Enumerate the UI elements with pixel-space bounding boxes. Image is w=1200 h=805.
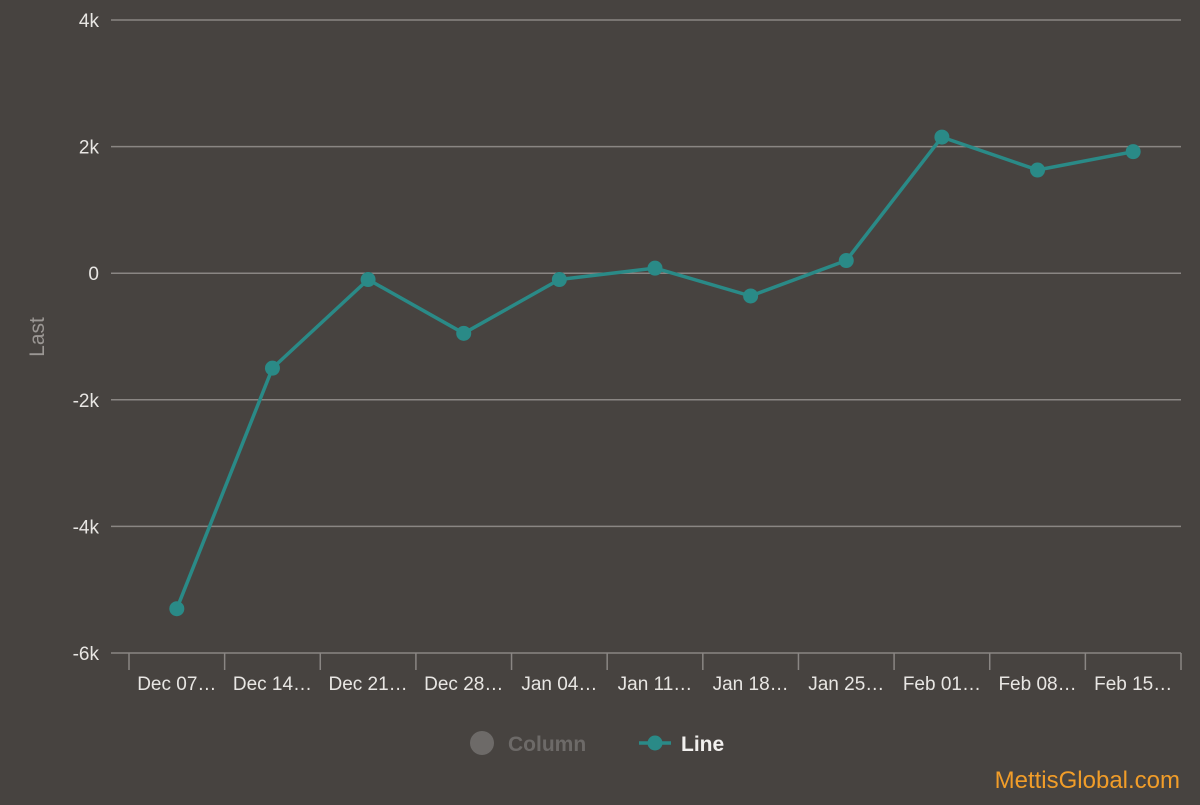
y-tick-label: 4k — [79, 11, 100, 32]
y-axis-label: Last — [26, 317, 49, 357]
watermark-text: MettisGlobal.com — [995, 767, 1180, 794]
y-tick-label: -4k — [73, 517, 100, 538]
data-point[interactable] — [456, 325, 472, 341]
y-tick-label: 2k — [79, 138, 100, 159]
data-point[interactable] — [647, 260, 663, 276]
data-point[interactable] — [743, 288, 759, 304]
data-point[interactable] — [1030, 162, 1046, 178]
y-tick-label: 0 — [88, 264, 99, 285]
series-line — [169, 129, 1141, 617]
data-point[interactable] — [360, 272, 376, 288]
legend-label[interactable]: Column — [508, 733, 586, 756]
legend-marker-dot — [647, 735, 663, 751]
legend[interactable]: Column Line — [470, 731, 724, 756]
x-tick-label: Feb 01… — [903, 674, 981, 695]
data-point[interactable] — [838, 253, 854, 269]
x-tick-label: Dec 21… — [328, 674, 407, 695]
x-tick-label: Jan 11… — [618, 674, 693, 695]
legend-item-line[interactable]: Line — [639, 733, 724, 756]
data-point[interactable] — [1125, 144, 1141, 160]
gridlines — [111, 19, 1181, 654]
x-tick-label: Jan 25… — [808, 674, 884, 695]
x-tick-label: Dec 28… — [424, 674, 503, 695]
x-tick-label: Jan 04… — [521, 674, 597, 695]
legend-label[interactable]: Line — [681, 733, 724, 756]
data-point[interactable] — [264, 360, 280, 376]
y-tick-label: -2k — [73, 391, 100, 412]
y-axis-tick-labels: 4k 2k 0 -2k -4k -6k — [73, 11, 100, 665]
data-point[interactable] — [934, 129, 950, 145]
x-tick-label: Feb 15… — [1094, 674, 1172, 695]
series-line-path — [175, 135, 1134, 610]
legend-marker-circle — [470, 731, 494, 755]
x-tick-label: Dec 07… — [137, 674, 216, 695]
x-tick-label: Dec 14… — [233, 674, 312, 695]
y-tick-label: -6k — [73, 644, 100, 665]
x-axis: Dec 07… Dec 14… Dec 21… Dec 28… Jan 04… Jan 1… — [128, 653, 1182, 695]
legend-item-column[interactable]: Column — [470, 731, 586, 756]
x-tick-label: Jan 18… — [713, 674, 789, 695]
data-point[interactable] — [169, 601, 185, 617]
x-tick-label: Feb 08… — [998, 674, 1076, 695]
data-point[interactable] — [551, 272, 567, 288]
